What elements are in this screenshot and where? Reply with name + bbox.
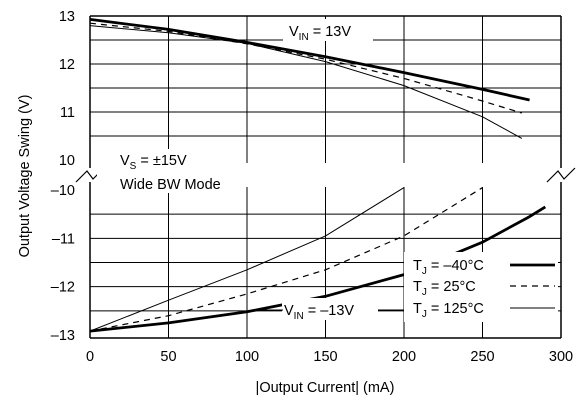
x-tick-label: 100 bbox=[235, 349, 259, 365]
series-line-dashed-top bbox=[89, 22, 522, 114]
y-tick-label: –12 bbox=[51, 280, 75, 296]
y-tick-label: 10 bbox=[59, 153, 75, 169]
y-tick-label: 11 bbox=[60, 105, 75, 121]
x-tick-label: 0 bbox=[86, 349, 94, 365]
series-line-thick-bottom bbox=[89, 205, 547, 333]
x-ticks: 0 50 100 150 200 250 300 bbox=[86, 349, 573, 365]
y-tick-label: 12 bbox=[59, 57, 75, 73]
x-tick-label: 150 bbox=[313, 349, 337, 365]
y-ticks: 13 12 11 10 –10 –11 –12 –13 bbox=[51, 9, 75, 344]
y-tick-label: 13 bbox=[59, 9, 75, 25]
vin-neg-label-bg bbox=[282, 298, 378, 320]
mode-label: Wide BW Mode bbox=[120, 177, 221, 193]
axis-break-zigzag bbox=[546, 167, 576, 183]
series-line-thin-bottom bbox=[89, 187, 405, 332]
y-tick-label: –10 bbox=[51, 183, 75, 199]
legend-label: TJ = 25°C bbox=[413, 279, 476, 298]
y-tick-label: –13 bbox=[51, 328, 75, 344]
x-axis-label: |Output Current| (mA) bbox=[256, 380, 395, 396]
series-line-dashed-bottom bbox=[89, 187, 483, 332]
x-tick-label: 250 bbox=[470, 349, 494, 365]
vin-pos-label: VIN = 13V bbox=[289, 24, 351, 43]
vs-label: VS = ±15V bbox=[120, 153, 187, 172]
series-line-thick-top bbox=[89, 18, 530, 102]
x-tick-label: 200 bbox=[392, 349, 416, 365]
conditions-label-bg bbox=[97, 149, 229, 193]
y-tick-label: –11 bbox=[52, 231, 75, 247]
vin-pos-label-bg bbox=[283, 19, 373, 41]
legend-label: TJ = 125°C bbox=[413, 301, 484, 320]
series-group bbox=[89, 18, 547, 333]
x-tick-label: 50 bbox=[160, 349, 176, 365]
legend-label: TJ = –40°C bbox=[413, 258, 484, 277]
legend: TJ = –40°C TJ = 25°C TJ = 125°C bbox=[404, 252, 558, 322]
plot-frame bbox=[89, 15, 562, 339]
series-line-thin-top bbox=[89, 25, 523, 139]
vin-neg-label: VIN = –13V bbox=[284, 303, 354, 322]
x-tick-label: 300 bbox=[549, 349, 573, 365]
y-axis-label: Output Voltage Swing (V) bbox=[17, 95, 33, 258]
